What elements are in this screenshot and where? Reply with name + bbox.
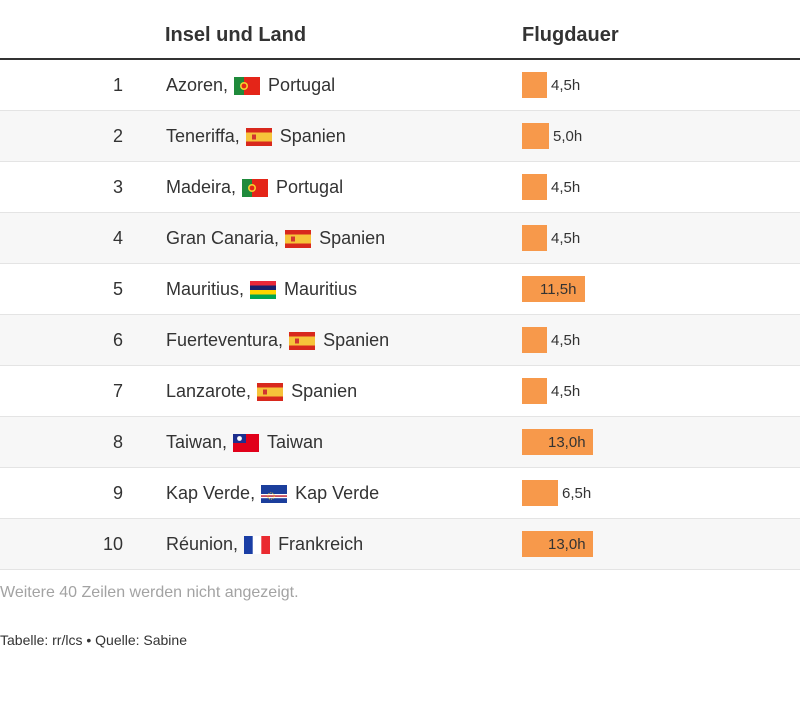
duration-bar bbox=[522, 123, 549, 149]
source-footer: Tabelle: rr/lcs • Quelle: Sabine bbox=[0, 632, 187, 648]
country-name: Portugal bbox=[276, 177, 344, 197]
island-name: Madeira, bbox=[166, 177, 237, 197]
country-name: Portugal bbox=[268, 75, 336, 95]
table-row: 1 Azoren, Portugal 4,5h bbox=[0, 60, 800, 111]
flag-portugal-icon bbox=[234, 76, 261, 95]
duration-bar bbox=[522, 531, 593, 557]
island-country-cell: Lanzarote, Spanien bbox=[166, 381, 357, 402]
rank-number: 1 bbox=[112, 75, 123, 95]
island-name: Teneriffa, bbox=[166, 126, 240, 146]
table-row: 2 Teneriffa, Spanien 5,0h bbox=[0, 111, 800, 162]
island-country-cell: Mauritius, Mauritius bbox=[166, 279, 357, 300]
column-header-island[interactable]: Insel und Land bbox=[165, 24, 307, 46]
flight-duration-table: Insel und Land Flugdauer 1 Azoren, Portuga… bbox=[0, 0, 800, 570]
flag-cape-verde-icon bbox=[261, 484, 288, 503]
table-row: 10 Réunion, Frankreich 13,0h bbox=[0, 519, 800, 570]
table-header: Insel und Land Flugdauer bbox=[0, 0, 800, 60]
table-row: 8 Taiwan, Taiwan 13,0h bbox=[0, 417, 800, 468]
island-country-cell: Gran Canaria, Spanien bbox=[166, 228, 385, 249]
duration-bar bbox=[522, 327, 547, 353]
island-name: Lanzarote, bbox=[166, 381, 252, 401]
table-row: 4 Gran Canaria, Spanien 4,5h bbox=[0, 213, 800, 264]
rank-number: 5 bbox=[112, 279, 123, 299]
table-row: 3 Madeira, Portugal 4,5h bbox=[0, 162, 800, 213]
flag-spain-icon bbox=[285, 229, 312, 248]
flag-spain-icon bbox=[289, 331, 316, 350]
duration-label: 4,5h bbox=[551, 383, 581, 400]
rank-number: 7 bbox=[112, 381, 123, 401]
flag-spain-icon bbox=[245, 127, 272, 146]
table-row: 5 Mauritius, Mauritius 11,5h bbox=[0, 264, 800, 315]
island-country-cell: Taiwan, Taiwan bbox=[166, 432, 323, 453]
duration-bar bbox=[522, 429, 593, 455]
island-name: Fuerteventura, bbox=[166, 330, 284, 350]
duration-label: 11,5h bbox=[540, 281, 577, 298]
island-country-cell: Azoren, Portugal bbox=[166, 75, 335, 96]
rank-number: 2 bbox=[112, 126, 123, 146]
flag-taiwan-icon bbox=[233, 433, 260, 452]
duration-bar bbox=[522, 174, 547, 200]
country-name: Mauritius bbox=[284, 279, 358, 299]
country-name: Spanien bbox=[291, 381, 358, 401]
duration-label: 13,0h bbox=[548, 536, 586, 553]
island-country-cell: Madeira, Portugal bbox=[166, 177, 343, 198]
country-name: Spanien bbox=[319, 228, 386, 248]
island-name: Gran Canaria, bbox=[166, 228, 280, 248]
island-name: Kap Verde, bbox=[166, 483, 256, 503]
island-country-cell: Réunion, Frankreich bbox=[166, 534, 363, 555]
duration-label: 4,5h bbox=[551, 230, 581, 247]
country-name: Frankreich bbox=[278, 534, 364, 554]
duration-bar bbox=[522, 72, 547, 98]
table-row: 6 Fuerteventura, Spanien 4,5h bbox=[0, 315, 800, 366]
island-name: Taiwan, bbox=[166, 432, 228, 452]
flag-mauritius-icon bbox=[250, 280, 277, 299]
country-name: Spanien bbox=[279, 126, 346, 146]
island-country-cell: Fuerteventura, Spanien bbox=[166, 330, 389, 351]
duration-bar bbox=[522, 276, 585, 302]
rank-number: 4 bbox=[112, 228, 123, 248]
duration-bar bbox=[522, 225, 547, 251]
hidden-rows-note: Weitere 40 Zeilen werden nicht angezeigt… bbox=[0, 584, 299, 601]
island-country-cell: Kap Verde, Kap Verde bbox=[166, 483, 379, 504]
table-row: 9 Kap Verde, Kap Verde 6,5h bbox=[0, 468, 800, 519]
rank-number: 3 bbox=[112, 177, 123, 197]
rank-number: 9 bbox=[112, 483, 123, 503]
duration-label: 13,0h bbox=[548, 434, 586, 451]
flag-portugal-icon bbox=[242, 178, 269, 197]
island-country-cell: Teneriffa, Spanien bbox=[166, 126, 346, 147]
duration-label: 4,5h bbox=[551, 77, 581, 94]
flag-france-icon bbox=[244, 535, 271, 554]
duration-bar bbox=[522, 480, 558, 506]
country-name: Taiwan bbox=[267, 432, 324, 452]
rank-number: 6 bbox=[112, 330, 123, 350]
column-header-duration[interactable]: Flugdauer bbox=[522, 24, 619, 46]
duration-label: 5,0h bbox=[553, 128, 583, 145]
country-name: Spanien bbox=[323, 330, 390, 350]
table-row: 7 Lanzarote, Spanien 4,5h bbox=[0, 366, 800, 417]
duration-bar bbox=[522, 378, 547, 404]
island-name: Azoren, bbox=[166, 75, 229, 95]
table-body: 1 Azoren, Portugal 4,5h 2 Teneriffa, Spanien 5,… bbox=[0, 60, 800, 570]
island-name: Mauritius, bbox=[166, 279, 245, 299]
duration-label: 4,5h bbox=[551, 179, 581, 196]
duration-label: 6,5h bbox=[562, 485, 592, 502]
flag-spain-icon bbox=[257, 382, 284, 401]
island-name: Réunion, bbox=[166, 534, 239, 554]
country-name: Kap Verde bbox=[295, 483, 380, 503]
rank-number: 10 bbox=[102, 534, 123, 554]
rank-number: 8 bbox=[112, 432, 123, 452]
duration-label: 4,5h bbox=[551, 332, 581, 349]
